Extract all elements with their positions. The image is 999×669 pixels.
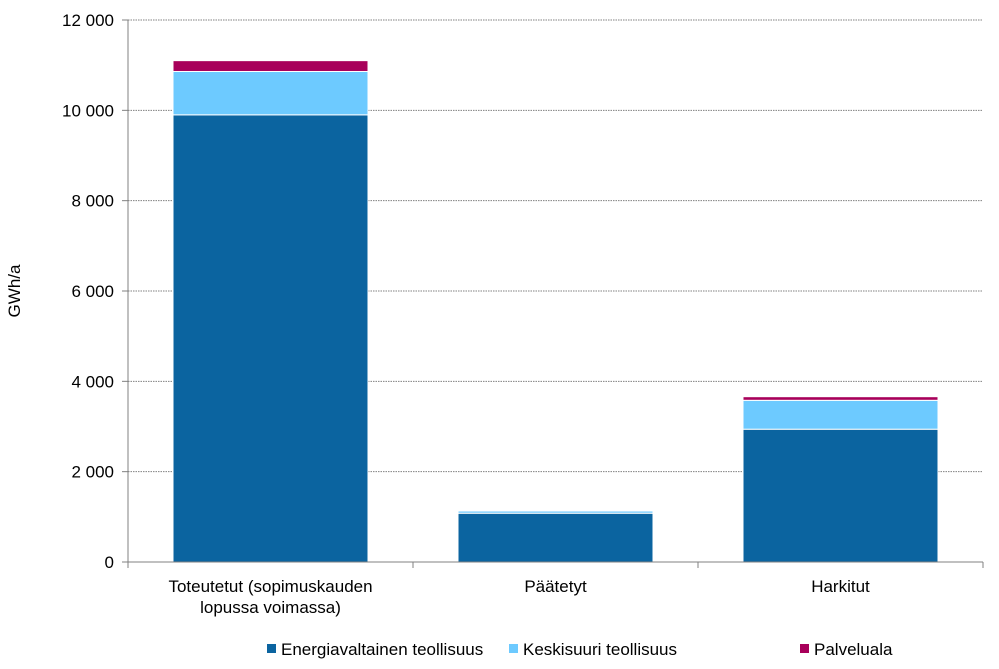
legend: Energiavaltainen teollisuus Keskisuuri te… <box>267 640 893 659</box>
bar-segment <box>173 115 368 562</box>
y-tick-label: 10 000 <box>62 101 114 120</box>
bar-segment <box>173 71 368 114</box>
y-tick-label: 0 <box>105 553 114 572</box>
y-tick-label: 12 000 <box>62 11 114 30</box>
bar-segment <box>458 513 653 562</box>
y-tick-label: 4 000 <box>71 372 114 391</box>
y-tick-labels: 0 2 000 4 000 6 000 8 000 10 000 12 000 <box>62 11 114 572</box>
bar-segment <box>173 61 368 72</box>
legend-swatch <box>800 644 809 653</box>
bars <box>173 61 938 562</box>
y-axis-title: GWh/a <box>5 264 24 317</box>
y-tick-label: 2 000 <box>71 463 114 482</box>
bar-segment <box>743 400 938 429</box>
legend-label: Palveluala <box>814 640 893 659</box>
legend-label: Keskisuuri teollisuus <box>523 640 677 659</box>
x-category-label: lopussa voimassa) <box>200 598 341 617</box>
x-category-label: Päätetyt <box>524 577 587 596</box>
x-category-label: Toteutetut (sopimuskauden <box>168 577 372 596</box>
x-category-label: Harkitut <box>811 577 870 596</box>
legend-swatch <box>267 644 276 653</box>
bar-segment <box>743 429 938 562</box>
bar-segment <box>743 397 938 401</box>
y-tick-label: 8 000 <box>71 192 114 211</box>
y-tick-label: 6 000 <box>71 282 114 301</box>
legend-swatch <box>509 644 518 653</box>
legend-label: Energiavaltainen teollisuus <box>281 640 483 659</box>
x-tick-labels: Toteutetut (sopimuskauden lopussa voimass… <box>168 577 870 617</box>
